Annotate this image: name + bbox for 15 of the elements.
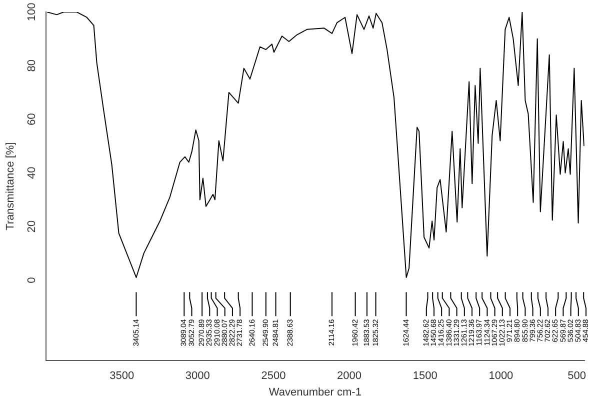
x-tick-label: 1500 bbox=[412, 370, 438, 382]
y-tick-label: 0 bbox=[26, 277, 38, 284]
y-tick-label: 60 bbox=[26, 113, 38, 126]
y-axis-title: Transmittance [%] bbox=[4, 142, 17, 230]
y-tick-label: 80 bbox=[26, 60, 38, 72]
x-tick-label: 1000 bbox=[488, 370, 514, 382]
y-tick-label: 20 bbox=[26, 220, 38, 233]
x-tick-label: 3000 bbox=[185, 370, 210, 382]
x-tick-label: 2500 bbox=[261, 370, 286, 382]
x-tick-label: 3500 bbox=[110, 370, 134, 382]
y-tick-label: 40 bbox=[26, 166, 38, 180]
x-axis-title: Wavenumber cm-1 bbox=[268, 386, 362, 398]
x-tick-label: 500 bbox=[568, 370, 586, 382]
x-tick-label: 2000 bbox=[337, 370, 362, 382]
y-tick-label: 100 bbox=[26, 2, 38, 22]
